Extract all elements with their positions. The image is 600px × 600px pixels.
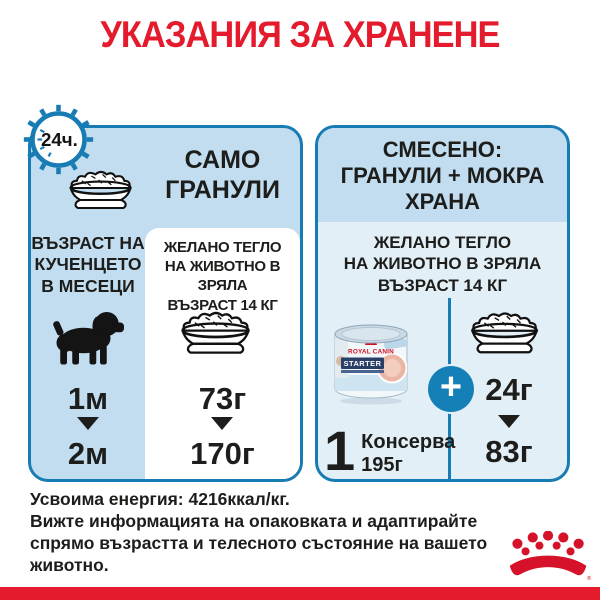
page-title: УКАЗАНИЯ ЗА ХРАНЕНЕ [100,14,500,55]
mixed-title-line2: ГРАНУЛИ + МОКРА [340,162,545,188]
kibble-bowl-icon [69,170,132,210]
ration-header-line2: НА ЖИВОТНО В ЗРЯЛА [164,258,281,295]
ration-column-header: ЖЕЛАНО ТЕГЛО НА ЖИВОТНО В ЗРЯЛА ВЪЗРАСТ … [145,238,300,315]
royal-canin-crown-logo: ® [509,531,592,582]
kibble-only-panel: САМО ГРАНУЛИ ВЪЗРАСТ НА КУЧЕНЦЕТО В МЕСЕ… [28,125,303,482]
mixed-title-line1: СМЕСЕНО: [382,137,503,162]
age-header-line1: ВЪЗРАСТ НА [31,233,145,253]
down-arrow-icon [498,415,520,428]
wet-quantity-number: 1 [324,419,356,482]
down-arrow-icon [211,417,233,430]
plus-icon: + [428,366,474,412]
mixed-kibble-end-value: 83г [485,434,533,469]
age-start-value: 1м [67,381,109,416]
plus-sign: + [439,366,463,408]
age-header-line3: В МЕСЕЦИ [41,275,135,296]
ration-header-line3: ВЪЗРАСТ 14 КГ [167,296,278,314]
mixed-weight-line1: ЖЕЛАНО ТЕГЛО [373,233,512,252]
can-product-text: STARTER [344,359,382,368]
kibble-bowl-icon [471,312,538,354]
mixed-title-line3: ХРАНА [404,188,481,214]
age-column-header: ВЪЗРАСТ НА КУЧЕНЦЕТО В МЕСЕЦИ [31,233,145,297]
mixed-weight-header: ЖЕЛАНО ТЕГЛО НА ЖИВОТНО В ЗРЯЛА ВЪЗРАСТ … [318,232,567,296]
mixed-weight-line3: ВЪЗРАСТ 14 КГ [377,275,508,295]
wet-quantity-unit: Консерва [361,431,456,453]
wet-food-quantity: 1 Консерва 195г [324,419,456,482]
footer-line2: Вижте информацията на опаковката и адапт… [30,511,478,531]
mixed-feeding-panel: СМЕСЕНО: ГРАНУЛИ + МОКРА ХРАНА ЖЕЛАНО ТЕ… [315,125,570,482]
wet-quantity-weight: 195г [361,454,403,476]
mixed-kibble-start-value: 24г [485,372,533,407]
24h-clock-icon: 24ч. [23,104,94,175]
registered-trademark: ® [587,575,592,582]
ration-end-value: 170г [190,436,255,471]
ration-start-value: 73г [198,381,247,416]
footer-line3: спрямо възрастта и телесното състояние н… [30,533,488,553]
age-end-value: 2м [67,436,109,471]
footer-line4: животно. [30,555,109,575]
bottom-red-bar [0,587,600,600]
ration-header-line1: ЖЕЛАНО ТЕГЛО [163,239,282,256]
age-header-line2: КУЧЕНЦЕТО [34,254,142,275]
clock-label: 24ч. [41,129,78,150]
can-brand-text: ROYAL CANIN [348,349,394,356]
footer-note: Усвоима енергия: 4216ккал/кг. Вижте инфо… [30,488,500,576]
kibble-only-title: САМО ГРАНУЛИ [145,146,300,205]
wet-food-can-image: ROYAL CANIN STARTER [334,324,408,405]
down-arrow-icon [77,417,99,430]
kibble-only-title-line1: САМО [184,146,261,174]
mixed-panel-title: СМЕСЕНО: ГРАНУЛИ + МОКРА ХРАНА [318,128,567,222]
mixed-weight-line2: НА ЖИВОТНО В ЗРЯЛА [343,254,542,274]
footer-line1: Усвоима енергия: 4216ккал/кг. [30,489,290,509]
puppy-silhouette-icon [53,312,124,365]
kibble-only-title-line2: ГРАНУЛИ [165,175,280,204]
kibble-bowl-icon [181,311,250,354]
